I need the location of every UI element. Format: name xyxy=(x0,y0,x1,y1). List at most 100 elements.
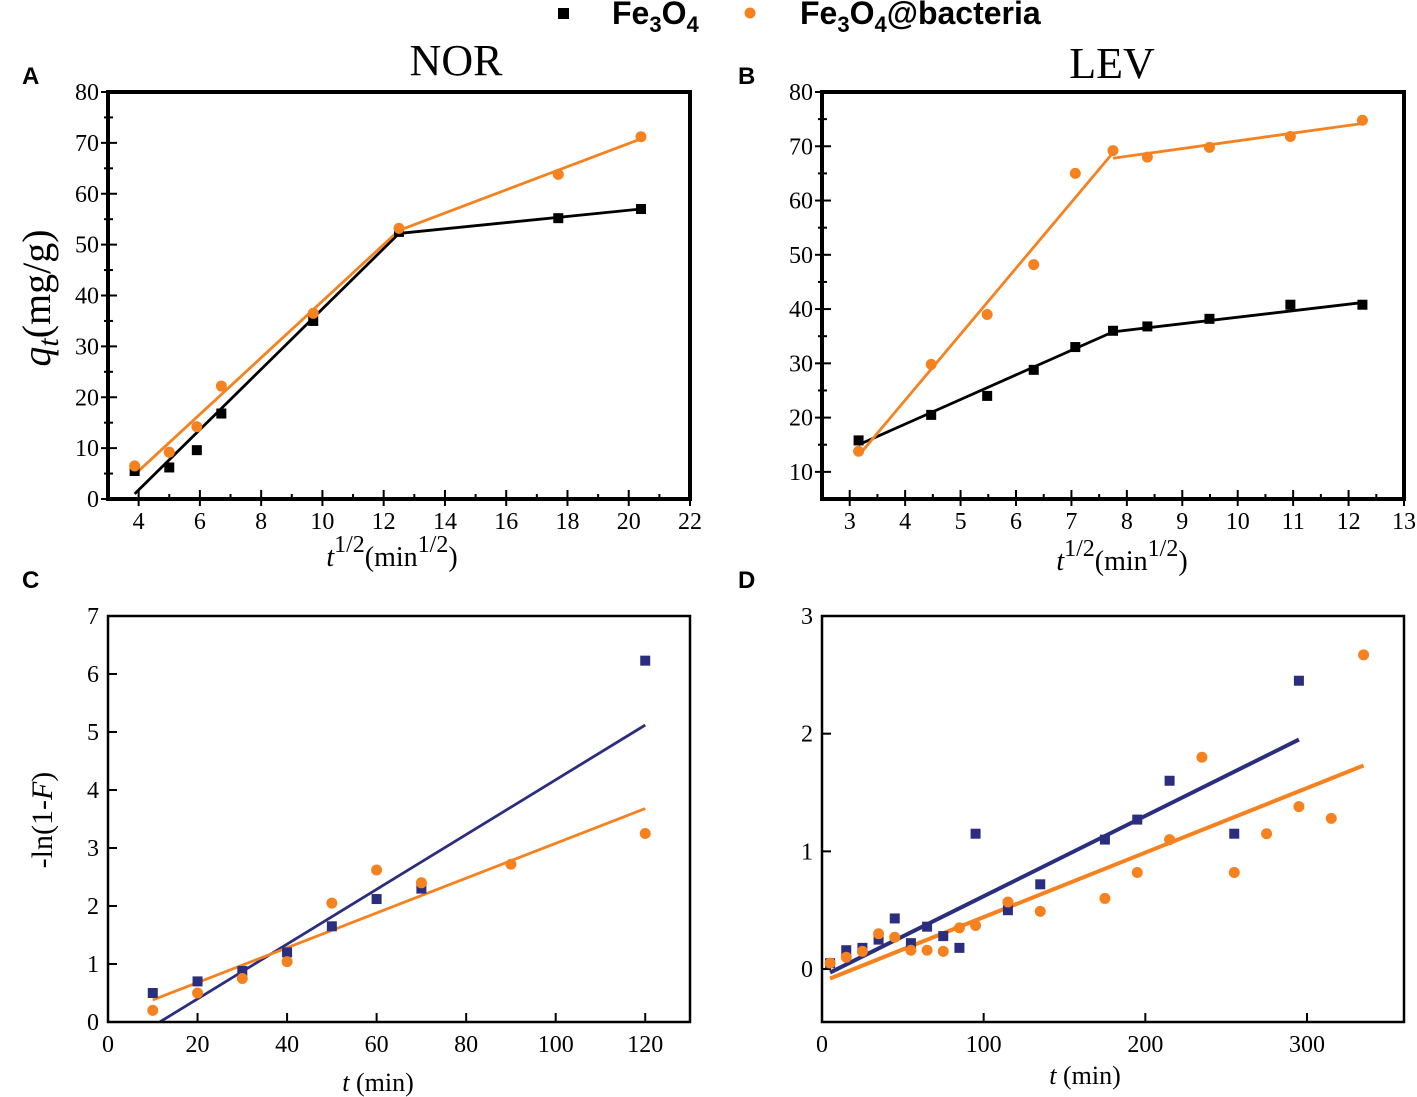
panel-d-point-fe3o4-bacteria xyxy=(1196,751,1208,763)
panel-c-point-fe3o4-bacteria xyxy=(415,877,427,889)
panel-b-ytick-label: 20 xyxy=(789,406,813,432)
panel-d-point-fe3o4-bacteria xyxy=(856,945,868,957)
panel-a-title: NOR xyxy=(410,36,504,85)
panel-c-xtick-label: 0 xyxy=(102,1032,114,1058)
panel-d-xlabel: t (min) xyxy=(1049,1061,1121,1090)
panel-c-point-fe3o4 xyxy=(416,883,427,894)
panel-b-frame xyxy=(820,90,1406,501)
panel-a-point-fe3o4 xyxy=(216,408,227,419)
panel-b-ytick-label: 50 xyxy=(789,243,813,269)
panel-b-xtick-label: 7 xyxy=(1065,509,1077,535)
panel-d-point-fe3o4-bacteria xyxy=(1358,649,1370,661)
panel-b-ytick-label: 30 xyxy=(789,351,813,377)
panel-a-xtick-label: 4 xyxy=(133,509,145,535)
panel-a-fit-line-fe3o4 xyxy=(398,207,642,235)
panel-d-point-fe3o4 xyxy=(954,942,965,953)
panel-c-point-fe3o4-bacteria xyxy=(192,987,204,999)
panel-a-fit-line-fe3o4 xyxy=(133,232,400,495)
panel-c-fit-line-fe3o4 xyxy=(157,723,646,1022)
panel-b-xlabel: t1/2(min1/2) xyxy=(1056,536,1187,577)
panel-d-frame xyxy=(820,614,1406,1024)
panel-d-fit-line-fe3o4 xyxy=(829,737,1300,975)
panel-a-point-fe3o4-bacteria xyxy=(191,421,203,433)
panel-c-xlabel: t (min) xyxy=(342,1068,414,1097)
panel-b-point-fe3o4 xyxy=(1028,364,1039,375)
panel-a-xtick-label: 16 xyxy=(494,509,518,535)
panel-a-ytick-label: 60 xyxy=(75,182,99,208)
panel-b-plot: 3 4 5 6 7 8 9 10 11 12 13 10 20 30 40 50 60 70 80 xyxy=(789,80,1416,535)
panel-d-point-fe3o4-bacteria xyxy=(1099,892,1111,904)
panel-b-xtick-label: 12 xyxy=(1337,509,1361,535)
panel-letter-a: A xyxy=(22,63,39,90)
panel-b-xtick-label: 8 xyxy=(1121,509,1133,535)
panel-a-xtick-label: 14 xyxy=(433,509,457,535)
panel-b-xtick-label: 4 xyxy=(899,509,911,535)
panel-c-xtick-label: 80 xyxy=(454,1032,478,1058)
panel-b-xtick-label: 13 xyxy=(1392,509,1416,535)
panel-d-point-fe3o4-bacteria xyxy=(1131,867,1143,879)
panel-c-ylabel: -ln(1-F) xyxy=(26,772,59,869)
panel-c-ytick-label: 1 xyxy=(87,952,99,978)
panel-b-title: LEV xyxy=(1069,39,1155,88)
panel-d-point-fe3o4-bacteria xyxy=(1002,896,1014,908)
panel-b-xtick-label: 11 xyxy=(1282,509,1305,535)
panel-b-fit-line-fe3o4-bacteria xyxy=(1112,122,1363,160)
panel-d-point-fe3o4 xyxy=(922,921,933,932)
panel-a-point-fe3o4-bacteria xyxy=(129,460,141,472)
panel-c-xtick-label: 60 xyxy=(365,1032,389,1058)
panel-d-point-fe3o4 xyxy=(1035,879,1046,890)
panel-a-frame xyxy=(106,90,692,501)
panel-d-point-fe3o4 xyxy=(1132,814,1143,825)
panel-d-point-fe3o4 xyxy=(841,945,852,956)
panel-c-ytick-label: 5 xyxy=(87,720,99,746)
panel-a-point-fe3o4-bacteria xyxy=(393,222,405,234)
panel-d-xtick-label: 300 xyxy=(1289,1032,1325,1058)
panel-b-point-fe3o4-bacteria xyxy=(981,308,993,320)
panel-b-point-fe3o4-bacteria xyxy=(925,358,937,370)
panel-d-point-fe3o4-bacteria xyxy=(937,945,949,957)
panel-c-point-fe3o4 xyxy=(640,655,651,666)
panel-a-xtick-label: 20 xyxy=(617,509,641,535)
panel-a-xtick-label: 22 xyxy=(678,509,702,535)
panel-a-ytick-label: 20 xyxy=(75,385,99,411)
panel-c-xtick-label: 40 xyxy=(275,1032,299,1058)
panel-c-point-fe3o4-bacteria xyxy=(236,973,248,984)
panel-d-point-fe3o4-bacteria xyxy=(1261,828,1273,840)
panel-b-point-fe3o4-bacteria xyxy=(1284,130,1296,142)
panel-b-point-fe3o4-bacteria xyxy=(1203,141,1215,153)
panel-d-point-fe3o4 xyxy=(938,931,949,942)
panel-d-point-fe3o4 xyxy=(873,934,884,945)
panel-b-point-fe3o4 xyxy=(982,390,993,401)
panel-d-point-fe3o4-bacteria xyxy=(873,928,885,940)
panel-a-xlabel: t1/2(min1/2) xyxy=(326,532,457,573)
panel-d-point-fe3o4 xyxy=(905,938,916,949)
panel-d-point-fe3o4-bacteria xyxy=(1293,801,1305,813)
panel-b-point-fe3o4 xyxy=(1142,321,1153,332)
panel-c-xtick-label: 120 xyxy=(627,1032,663,1058)
panel-c-point-fe3o4 xyxy=(237,965,248,976)
panel-c-xtick-label: 100 xyxy=(538,1032,574,1058)
panel-b-point-fe3o4-bacteria xyxy=(1356,114,1368,126)
panel-a-ytick-label: 30 xyxy=(75,334,99,360)
panel-b-point-fe3o4 xyxy=(1285,299,1296,310)
panel-b-point-fe3o4-bacteria xyxy=(853,445,865,457)
panel-b-fit-line-fe3o4-bacteria xyxy=(857,151,1115,457)
panel-a-xtick-label: 18 xyxy=(555,509,579,535)
panel-b-point-fe3o4 xyxy=(1357,299,1368,310)
panel-c-ytick-label: 0 xyxy=(87,1010,99,1036)
panel-d-point-fe3o4 xyxy=(1293,675,1304,686)
legend-marker-square xyxy=(558,8,569,19)
panel-d-point-fe3o4-bacteria xyxy=(824,957,836,969)
panel-letter-c: C xyxy=(22,567,39,594)
panel-d-point-fe3o4-bacteria xyxy=(889,931,901,943)
panel-b-xtick-label: 6 xyxy=(1010,509,1022,535)
panel-b-point-fe3o4-bacteria xyxy=(1028,259,1040,271)
panel-a-point-fe3o4-bacteria xyxy=(635,131,647,143)
panel-a-point-fe3o4 xyxy=(164,462,175,473)
panel-b-ytick-label: 80 xyxy=(789,80,813,106)
panel-d-point-fe3o4 xyxy=(1164,775,1175,786)
panel-a-ytick-label: 10 xyxy=(75,436,99,462)
panel-c-point-fe3o4 xyxy=(147,988,158,998)
panel-a-xtick-label: 10 xyxy=(310,509,334,535)
panel-d-point-fe3o4-bacteria xyxy=(1164,834,1176,846)
